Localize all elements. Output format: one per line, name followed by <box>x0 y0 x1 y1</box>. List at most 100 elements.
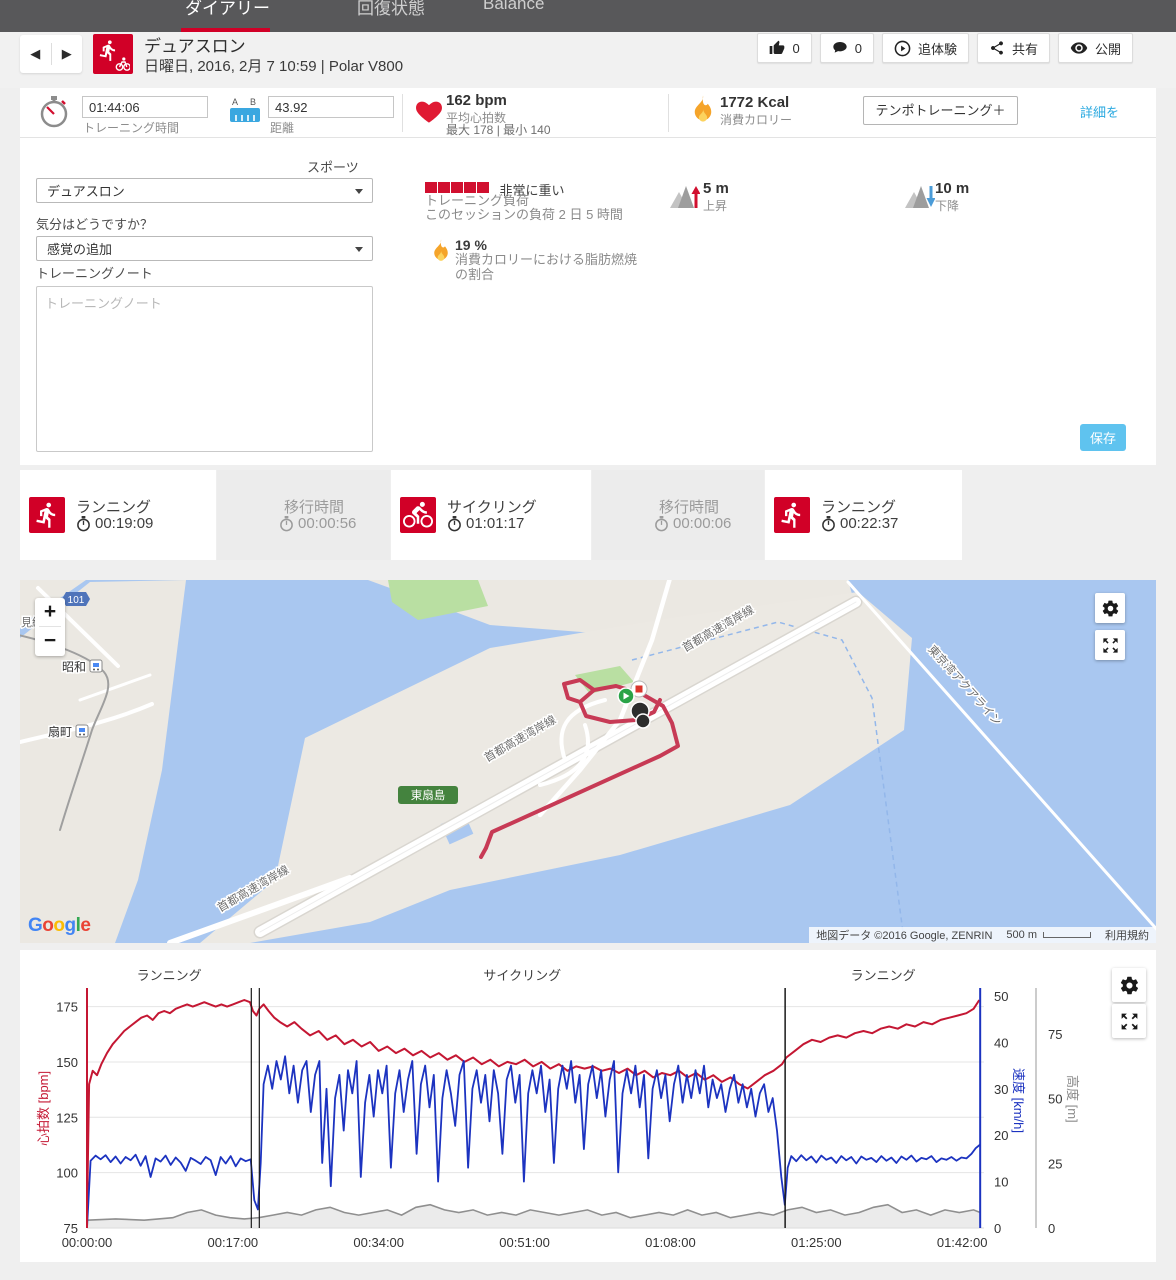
harbor-boundary-line <box>631 621 905 941</box>
google-logo: Google <box>28 915 91 936</box>
alt-tick: 0 <box>1048 1221 1055 1236</box>
share-icon <box>990 41 1003 55</box>
alt-tick: 75 <box>1048 1027 1062 1042</box>
chevron-down-icon <box>355 247 363 252</box>
map-fullscreen-button[interactable] <box>1095 630 1125 660</box>
alt-tick: 25 <box>1048 1156 1062 1171</box>
tab-diary[interactable]: ダイアリー <box>185 0 270 18</box>
relive-button[interactable]: 追体験 <box>881 33 969 63</box>
ruler-ab-label: AB <box>232 97 257 107</box>
stopwatch-icon <box>822 515 835 531</box>
segment-label: サイクリング <box>447 499 537 516</box>
x-axis-tick: 01:25:00 <box>791 1235 842 1250</box>
zoom-in-button[interactable]: + <box>43 600 57 623</box>
like-button[interactable]: 0 <box>757 33 812 63</box>
speed-tick: 50 <box>994 989 1008 1004</box>
map-settings-button[interactable] <box>1095 593 1125 623</box>
x-axis-tick: 00:34:00 <box>353 1235 404 1250</box>
heart-rate-line <box>86 999 981 1217</box>
fat-burn-flame-icon <box>434 239 448 261</box>
hr-tick: 75 <box>64 1221 78 1236</box>
training-load-blocks: 非常に重い <box>425 180 564 199</box>
map-scale: 500 m <box>999 927 1098 943</box>
speed-tick: 20 <box>994 1128 1008 1143</box>
x-axis-tick: 01:08:00 <box>645 1235 696 1250</box>
heart-icon <box>416 101 442 123</box>
details-link[interactable]: 詳細を <box>1080 105 1120 120</box>
descent-value: 10 m <box>935 180 970 197</box>
speed-axis-label: 速度 [km/h] <box>1011 1068 1026 1133</box>
descent-label: 下降 <box>935 199 960 213</box>
next-session-button[interactable]: ▶ <box>61 46 72 61</box>
chart-fullscreen-button[interactable] <box>1112 1004 1146 1038</box>
descent-icon <box>905 186 935 208</box>
segment-cycling[interactable]: サイクリング 01:01:17 <box>391 470 591 560</box>
station-label-ogimachi: 扇町 <box>48 724 72 739</box>
segment-transition-2[interactable]: 移行時間 00:00:06 <box>592 470 764 560</box>
alt-tick: 50 <box>1048 1092 1062 1107</box>
share-label: 共有 <box>1011 41 1038 57</box>
speed-tick: 10 <box>994 1175 1008 1190</box>
segments-row: ランニング 00:19:09 移行時間 00:00:56 サイクリング 01:0… <box>20 470 962 560</box>
session-date-device: 日曜日, 2016, 2月 7 10:59 | Polar V800 <box>144 58 404 75</box>
cycling-icon <box>400 497 436 533</box>
hr-tick: 125 <box>56 1110 78 1125</box>
map-attribution: 地図データ ©2016 Google, ZENRIN <box>809 927 1000 943</box>
segment-time: 00:22:37 <box>840 515 899 532</box>
hr-tick: 150 <box>56 1055 78 1070</box>
publish-button[interactable]: 公開 <box>1057 33 1133 63</box>
previous-session-button[interactable]: ◀ <box>30 46 41 61</box>
station-label-showa: 昭和 <box>62 660 86 674</box>
eye-icon <box>1070 42 1088 54</box>
divider <box>50 43 52 65</box>
chart-settings-button[interactable] <box>1112 968 1146 1002</box>
sport-dropdown[interactable]: デュアスロン <box>36 178 373 203</box>
stopwatch-icon <box>655 515 668 531</box>
svg-text:101: 101 <box>68 595 85 606</box>
distance-input[interactable] <box>268 96 394 118</box>
stopwatch-icon <box>40 96 68 128</box>
svg-text:東扇島: 東扇島 <box>411 788 446 802</box>
feeling-dropdown[interactable]: 感覚の追加 <box>36 236 373 261</box>
save-button[interactable]: 保存 <box>1080 424 1126 451</box>
training-chart[interactable]: ランニング サイクリング ランニング 75 100 125 150 175 0 10 20 30 40 5… <box>20 950 1156 1262</box>
running-icon <box>29 497 65 533</box>
map-canvas: 101 昭和 扇町 見線 首都高速湾岸線 首都高速湾岸線 首都高速湾岸線 東京湾… <box>20 580 1156 943</box>
session-header: ◀ ▶ デュアスロン 日曜日, 2016, 2月 7 10:59 | Polar… <box>0 32 1176 88</box>
gear-icon <box>1120 976 1138 994</box>
segment-run-1[interactable]: ランニング 00:19:09 <box>20 470 216 560</box>
thumbs-up-icon <box>770 40 785 54</box>
speed-line <box>86 1055 981 1229</box>
play-circle-icon <box>894 40 911 56</box>
like-count: 0 <box>792 40 800 56</box>
highway-shield: 101 <box>62 592 90 606</box>
tab-balance[interactable]: Balance <box>483 0 545 13</box>
load-label: トレーニング負荷 <box>425 193 530 208</box>
training-benefit-button[interactable]: テンポトレーニング＋ <box>863 96 1018 125</box>
prev-next-session-control: ◀ ▶ <box>20 35 82 73</box>
comment-count: 0 <box>854 40 862 56</box>
share-button[interactable]: 共有 <box>976 33 1050 63</box>
load-level-text: 非常に重い <box>499 183 565 198</box>
tab-recovery-status[interactable]: 回復状態 <box>357 0 425 18</box>
ascent-value: 5 m <box>703 180 729 197</box>
segment-time: 00:19:09 <box>95 515 154 532</box>
terms-link[interactable]: 利用規約 <box>1098 927 1156 943</box>
training-notes-textarea[interactable] <box>36 286 373 452</box>
avg-hr-value: 162 bpm <box>446 92 507 109</box>
duration-input[interactable] <box>82 96 208 118</box>
segment-transition-1[interactable]: 移行時間 00:00:56 <box>217 470 390 560</box>
avg-hr-label: 平均心拍数 <box>446 111 507 125</box>
x-axis-tick: 00:00:00 <box>62 1235 113 1250</box>
segment-run-2[interactable]: ランニング 00:22:37 <box>765 470 962 560</box>
sport-label: スポーツ <box>307 160 359 175</box>
zoom-out-button[interactable]: − <box>43 629 57 652</box>
locality-badge: 東扇島 <box>398 786 458 804</box>
divider <box>402 94 403 132</box>
ascent-icon <box>670 186 700 208</box>
route-map[interactable]: 101 昭和 扇町 見線 首都高速湾岸線 首都高速湾岸線 首都高速湾岸線 東京湾… <box>20 580 1156 943</box>
comment-button[interactable]: 0 <box>819 33 874 63</box>
section-label: ランニング <box>851 968 916 983</box>
speed-tick: 0 <box>994 1221 1001 1236</box>
